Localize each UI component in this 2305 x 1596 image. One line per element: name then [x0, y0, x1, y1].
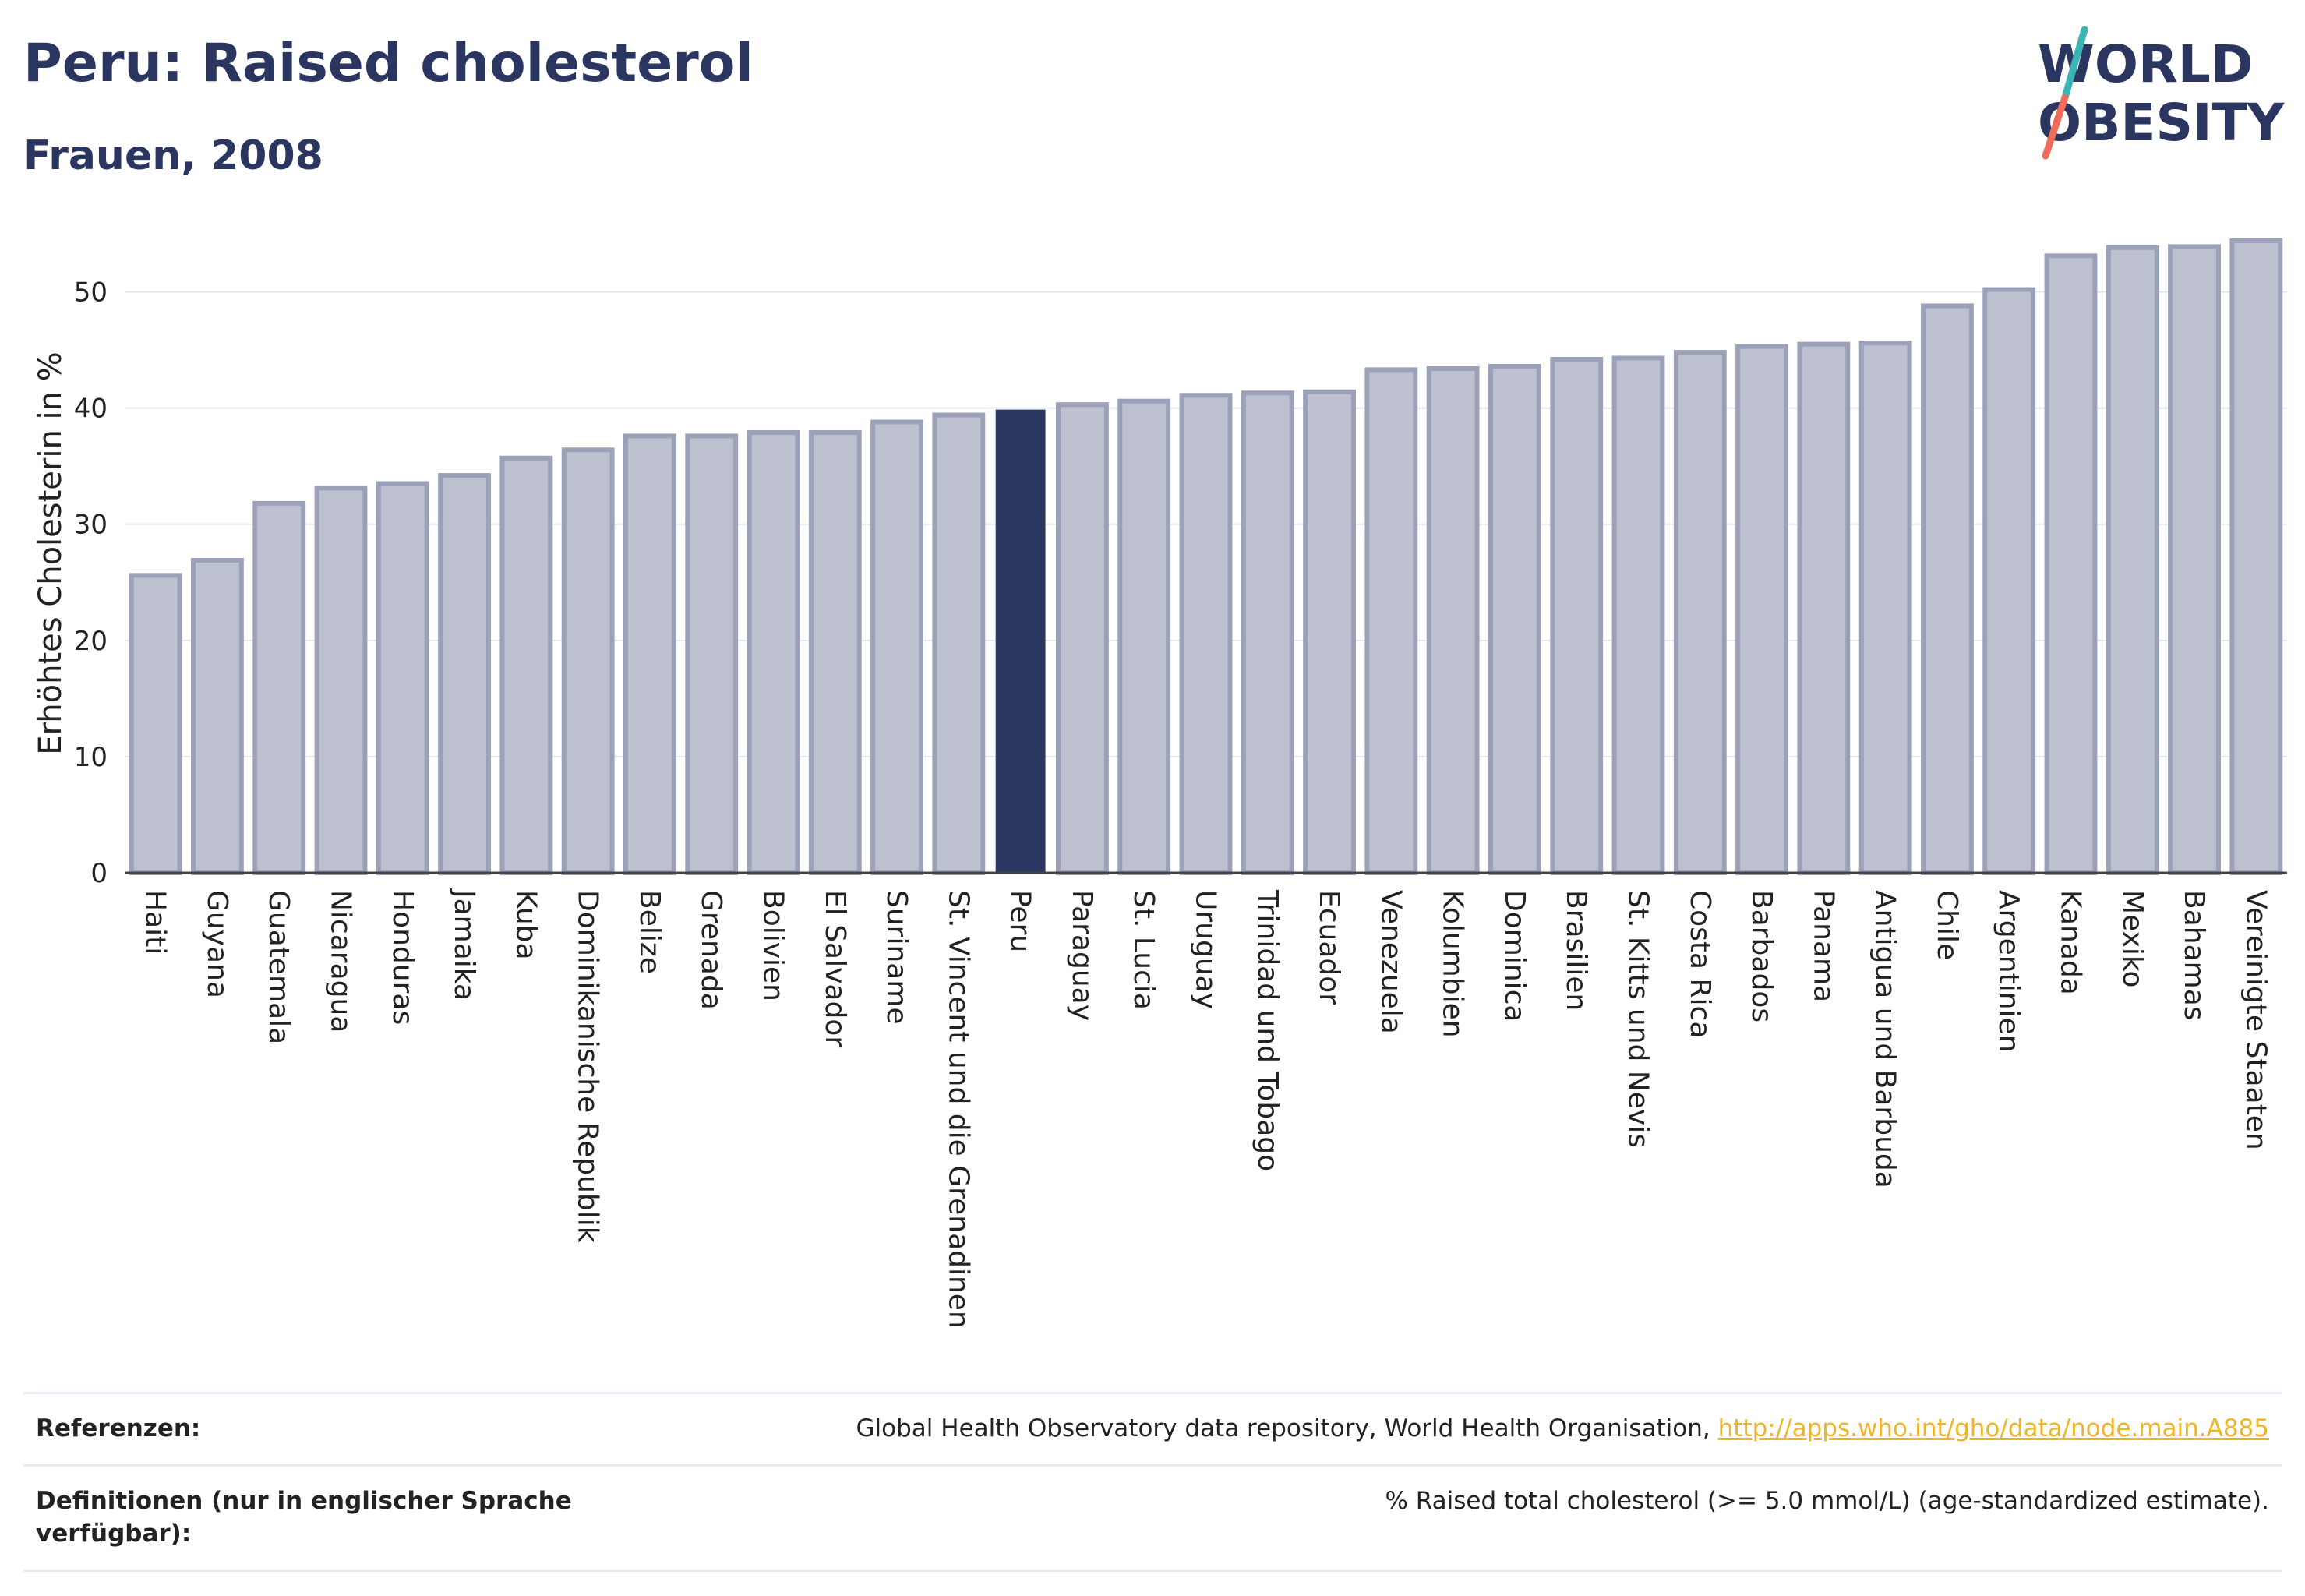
bar-kanada [2044, 253, 2098, 875]
x-tick-label: Mexiko [2116, 890, 2148, 987]
x-tick-label: Brasilien [1560, 890, 1592, 1011]
x-tick-label: Trinidad und Tobago [1251, 889, 1283, 1171]
x-tick-label: Bolivien [757, 890, 789, 1001]
bar-chile [1921, 303, 1974, 876]
y-tick-label: 10 [74, 742, 108, 773]
bar-honduras [376, 481, 429, 876]
bar-brasilien [1550, 357, 1604, 875]
y-tick-label: 30 [74, 510, 108, 541]
x-tick-label: Barbados [1746, 890, 1777, 1022]
svg-text:OBESITY: OBESITY [2038, 93, 2286, 153]
bar-st-lucia [1117, 398, 1171, 875]
bar-bolivien [747, 429, 800, 875]
y-tick-label: 20 [74, 626, 108, 657]
x-tick-label: Paraguay [1066, 890, 1098, 1021]
references-value: Global Health Observatory data repositor… [856, 1413, 2269, 1446]
x-tick-label: El Salvador [819, 890, 851, 1047]
page-title: Peru: Raised cholesterol [23, 33, 754, 94]
bar-bahamas [2168, 244, 2221, 875]
bar-antigua-und-barbuda [1858, 341, 1912, 875]
definitions-label: Definitionen (nur in englischer Sprache … [36, 1486, 572, 1548]
references-table: Referenzen: Global Health Observatory da… [23, 1392, 2282, 1572]
x-tick-label: Chile [1931, 890, 1963, 960]
y-tick-label: 40 [74, 394, 108, 425]
x-tick-label: Kuba [510, 890, 542, 960]
x-tick-label: Venezuela [1375, 890, 1407, 1034]
x-tick-label: Antigua und Barbuda [1869, 890, 1901, 1188]
x-tick-label: Nicaragua [325, 890, 357, 1033]
x-tick-label: Vereinigte Staaten [2240, 890, 2271, 1150]
bar-barbados [1735, 344, 1788, 876]
references-link[interactable]: http://apps.who.int/gho/data/node.main.A… [1717, 1414, 2269, 1442]
x-tick-label: Costa Rica [1684, 890, 1716, 1038]
x-tick-label: Jamaika [448, 888, 480, 1001]
references-label: Referenzen: [36, 1414, 201, 1442]
bar-belize [623, 433, 676, 875]
y-tick-label: 0 [90, 858, 108, 889]
x-tick-label: Haiti [139, 890, 171, 955]
bar-mexiko [2106, 245, 2159, 875]
bar-grenada [685, 433, 739, 875]
page-subtitle: Frauen, 2008 [23, 132, 323, 179]
x-tick-label: Kolumbien [1437, 890, 1469, 1038]
x-tick-label: Argentinien [1993, 890, 2024, 1053]
x-tick-label: Kanada [2055, 890, 2087, 995]
bar-vereinigte-staaten [2229, 238, 2283, 876]
bar-trinidad-und-tobago [1241, 390, 1294, 876]
x-tick-label: Guatemala [263, 890, 295, 1044]
x-tick-label: St. Vincent und die Grenadinen [942, 890, 974, 1329]
x-tick-label: St. Lucia [1128, 890, 1160, 1010]
definitions-value: % Raised total cholesterol (>= 5.0 mmol/… [1385, 1486, 2269, 1515]
bar-nicaragua [314, 486, 368, 875]
bar-guatemala [252, 500, 306, 876]
x-tick-label: Guyana [201, 890, 233, 998]
bar-kuba [499, 455, 553, 875]
y-axis-title: Erhöhtes Cholesterin in % [33, 351, 69, 754]
y-tick-label: 50 [74, 277, 108, 309]
x-tick-label: Suriname [881, 890, 912, 1025]
bar-haiti [129, 573, 182, 875]
x-tick-label: Peru [1004, 890, 1036, 952]
references-text: Global Health Observatory data repositor… [856, 1414, 1718, 1442]
references-row: Referenzen: Global Health Observatory da… [23, 1392, 2282, 1464]
x-tick-label: Bahamas [2178, 890, 2210, 1021]
bar-dominica [1488, 363, 1541, 875]
bar-st-kitts-und-nevis [1611, 355, 1665, 875]
world-obesity-logo: WORLD OBESITY [2038, 26, 2286, 160]
bar-guyana [191, 557, 244, 875]
x-tick-label: St. Kitts und Nevis [1622, 890, 1654, 1148]
x-tick-label: Dominikanische Republik [572, 890, 604, 1243]
x-tick-label: Ecuador [1313, 890, 1345, 1005]
bar-panama [1797, 341, 1851, 875]
bar-st-vincent-und-die-grenadinen [932, 412, 986, 875]
x-tick-label: Grenada [695, 890, 727, 1010]
bar-paraguay [1056, 402, 1109, 875]
bar-venezuela [1364, 367, 1418, 876]
bar-argentinien [1982, 287, 2036, 875]
bar-chart: 0 10 20 30 40 50 Erhöhtes Cholesterin in % Hait… [33, 238, 2287, 1329]
x-tick-label: Belize [634, 890, 665, 974]
x-tick-label: Dominica [1498, 890, 1530, 1022]
bar-jamaika [438, 473, 491, 875]
bar-ecuador [1303, 389, 1356, 876]
bar-costa-rica [1673, 350, 1727, 875]
bar-kolumbien [1426, 365, 1480, 876]
bar-dominikanische-republik [561, 447, 615, 875]
bar-uruguay [1179, 393, 1233, 875]
definitions-row: Definitionen (nur in englischer Sprache … [23, 1464, 2282, 1572]
x-tick-label: Honduras [387, 890, 418, 1025]
x-tick-label: Panama [1807, 890, 1839, 1002]
bar-el-salvador [808, 429, 862, 875]
bar-peru [995, 409, 1046, 874]
x-tick-label: Uruguay [1190, 890, 1222, 1009]
bar-suriname [870, 419, 923, 875]
